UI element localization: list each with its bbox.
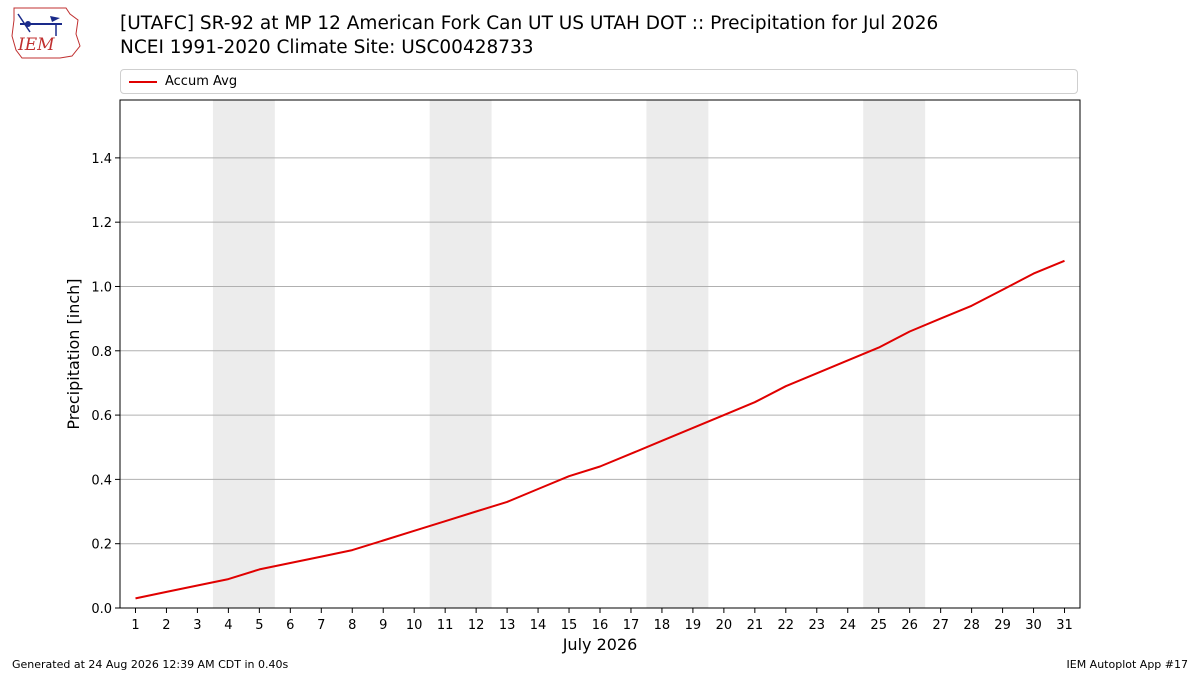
x-tick-label: 25 bbox=[870, 618, 887, 633]
x-tick-label: 20 bbox=[716, 618, 733, 633]
x-tick-label: 9 bbox=[379, 618, 387, 633]
x-axis: 1 2 3 4 5 6 7 8 9 10 11 12 13 14 15 16 17 18 19 20 21 22 23 24 2… bbox=[131, 608, 1073, 633]
x-tick-label: 8 bbox=[348, 618, 356, 633]
x-tick-label: 12 bbox=[468, 618, 485, 633]
y-tick-label: 1.0 bbox=[91, 280, 112, 295]
x-tick-label: 16 bbox=[592, 618, 609, 633]
x-tick-label: 11 bbox=[437, 618, 454, 633]
x-tick-label: 18 bbox=[654, 618, 671, 633]
generated-timestamp: Generated at 24 Aug 2026 12:39 AM CDT in… bbox=[12, 658, 289, 671]
weekend-band-0 bbox=[212, 100, 275, 608]
title-line-1: [UTAFC] SR-92 at MP 12 American Fork Can… bbox=[120, 13, 939, 34]
x-tick-label: 3 bbox=[193, 618, 201, 633]
iem-logo: IEM bbox=[8, 6, 82, 60]
x-tick-label: 21 bbox=[747, 618, 764, 633]
y-tick-label: 1.4 bbox=[91, 152, 112, 167]
weekend-bands bbox=[212, 100, 926, 608]
y-tick-label: 0.6 bbox=[91, 409, 112, 424]
title-line-2: NCEI 1991-2020 Climate Site: USC00428733 bbox=[120, 37, 534, 58]
x-tick-label: 30 bbox=[1025, 618, 1042, 633]
svg-text:IEM: IEM bbox=[17, 35, 55, 55]
weekend-band-2 bbox=[646, 100, 709, 608]
weekend-band-3 bbox=[863, 100, 926, 608]
x-tick-label: 14 bbox=[530, 618, 547, 633]
x-tick-label: 4 bbox=[224, 618, 232, 633]
y-tick-label: 0.0 bbox=[91, 602, 112, 617]
iem-logo-icon: IEM bbox=[11, 7, 81, 59]
y-tick-label: 0.2 bbox=[91, 538, 112, 553]
chart-title: [UTAFC] SR-92 at MP 12 American Fork Can… bbox=[120, 12, 938, 60]
x-tick-label: 31 bbox=[1056, 618, 1073, 633]
x-tick-label: 6 bbox=[286, 618, 294, 633]
gridlines bbox=[120, 157, 1080, 609]
x-tick-label: 13 bbox=[499, 618, 516, 633]
app-label: IEM Autoplot App #17 bbox=[1066, 658, 1189, 671]
x-tick-label: 19 bbox=[685, 618, 702, 633]
x-tick-label: 7 bbox=[317, 618, 325, 633]
x-tick-label: 22 bbox=[778, 618, 795, 633]
x-tick-label: 5 bbox=[255, 618, 263, 633]
x-tick-label: 15 bbox=[561, 618, 578, 633]
series-layer bbox=[135, 259, 1065, 600]
y-axis: 0.0 0.2 0.4 0.6 0.8 1.0 1.2 1.4 bbox=[91, 152, 120, 617]
legend: Accum Avg bbox=[120, 69, 1078, 94]
series-line-0 bbox=[135, 259, 1065, 600]
legend-swatch-accum-avg bbox=[129, 81, 157, 83]
x-tick-label: 23 bbox=[809, 618, 826, 633]
y-tick-label: 0.4 bbox=[91, 473, 112, 488]
x-axis-label: July 2026 bbox=[562, 635, 638, 654]
y-axis-label: Precipitation [inch] bbox=[64, 278, 83, 429]
y-tick-label: 0.8 bbox=[91, 345, 112, 360]
x-tick-label: 29 bbox=[994, 618, 1011, 633]
y-tick-label: 1.2 bbox=[91, 216, 112, 231]
x-tick-label: 10 bbox=[406, 618, 423, 633]
x-tick-label: 24 bbox=[839, 618, 856, 633]
legend-label-accum-avg: Accum Avg bbox=[165, 74, 238, 89]
x-tick-label: 28 bbox=[963, 618, 980, 633]
weekend-band-1 bbox=[429, 100, 492, 608]
x-tick-label: 27 bbox=[932, 618, 949, 633]
x-tick-label: 1 bbox=[131, 618, 139, 633]
x-tick-label: 26 bbox=[901, 618, 918, 633]
x-tick-label: 17 bbox=[623, 618, 640, 633]
x-tick-label: 2 bbox=[162, 618, 170, 633]
